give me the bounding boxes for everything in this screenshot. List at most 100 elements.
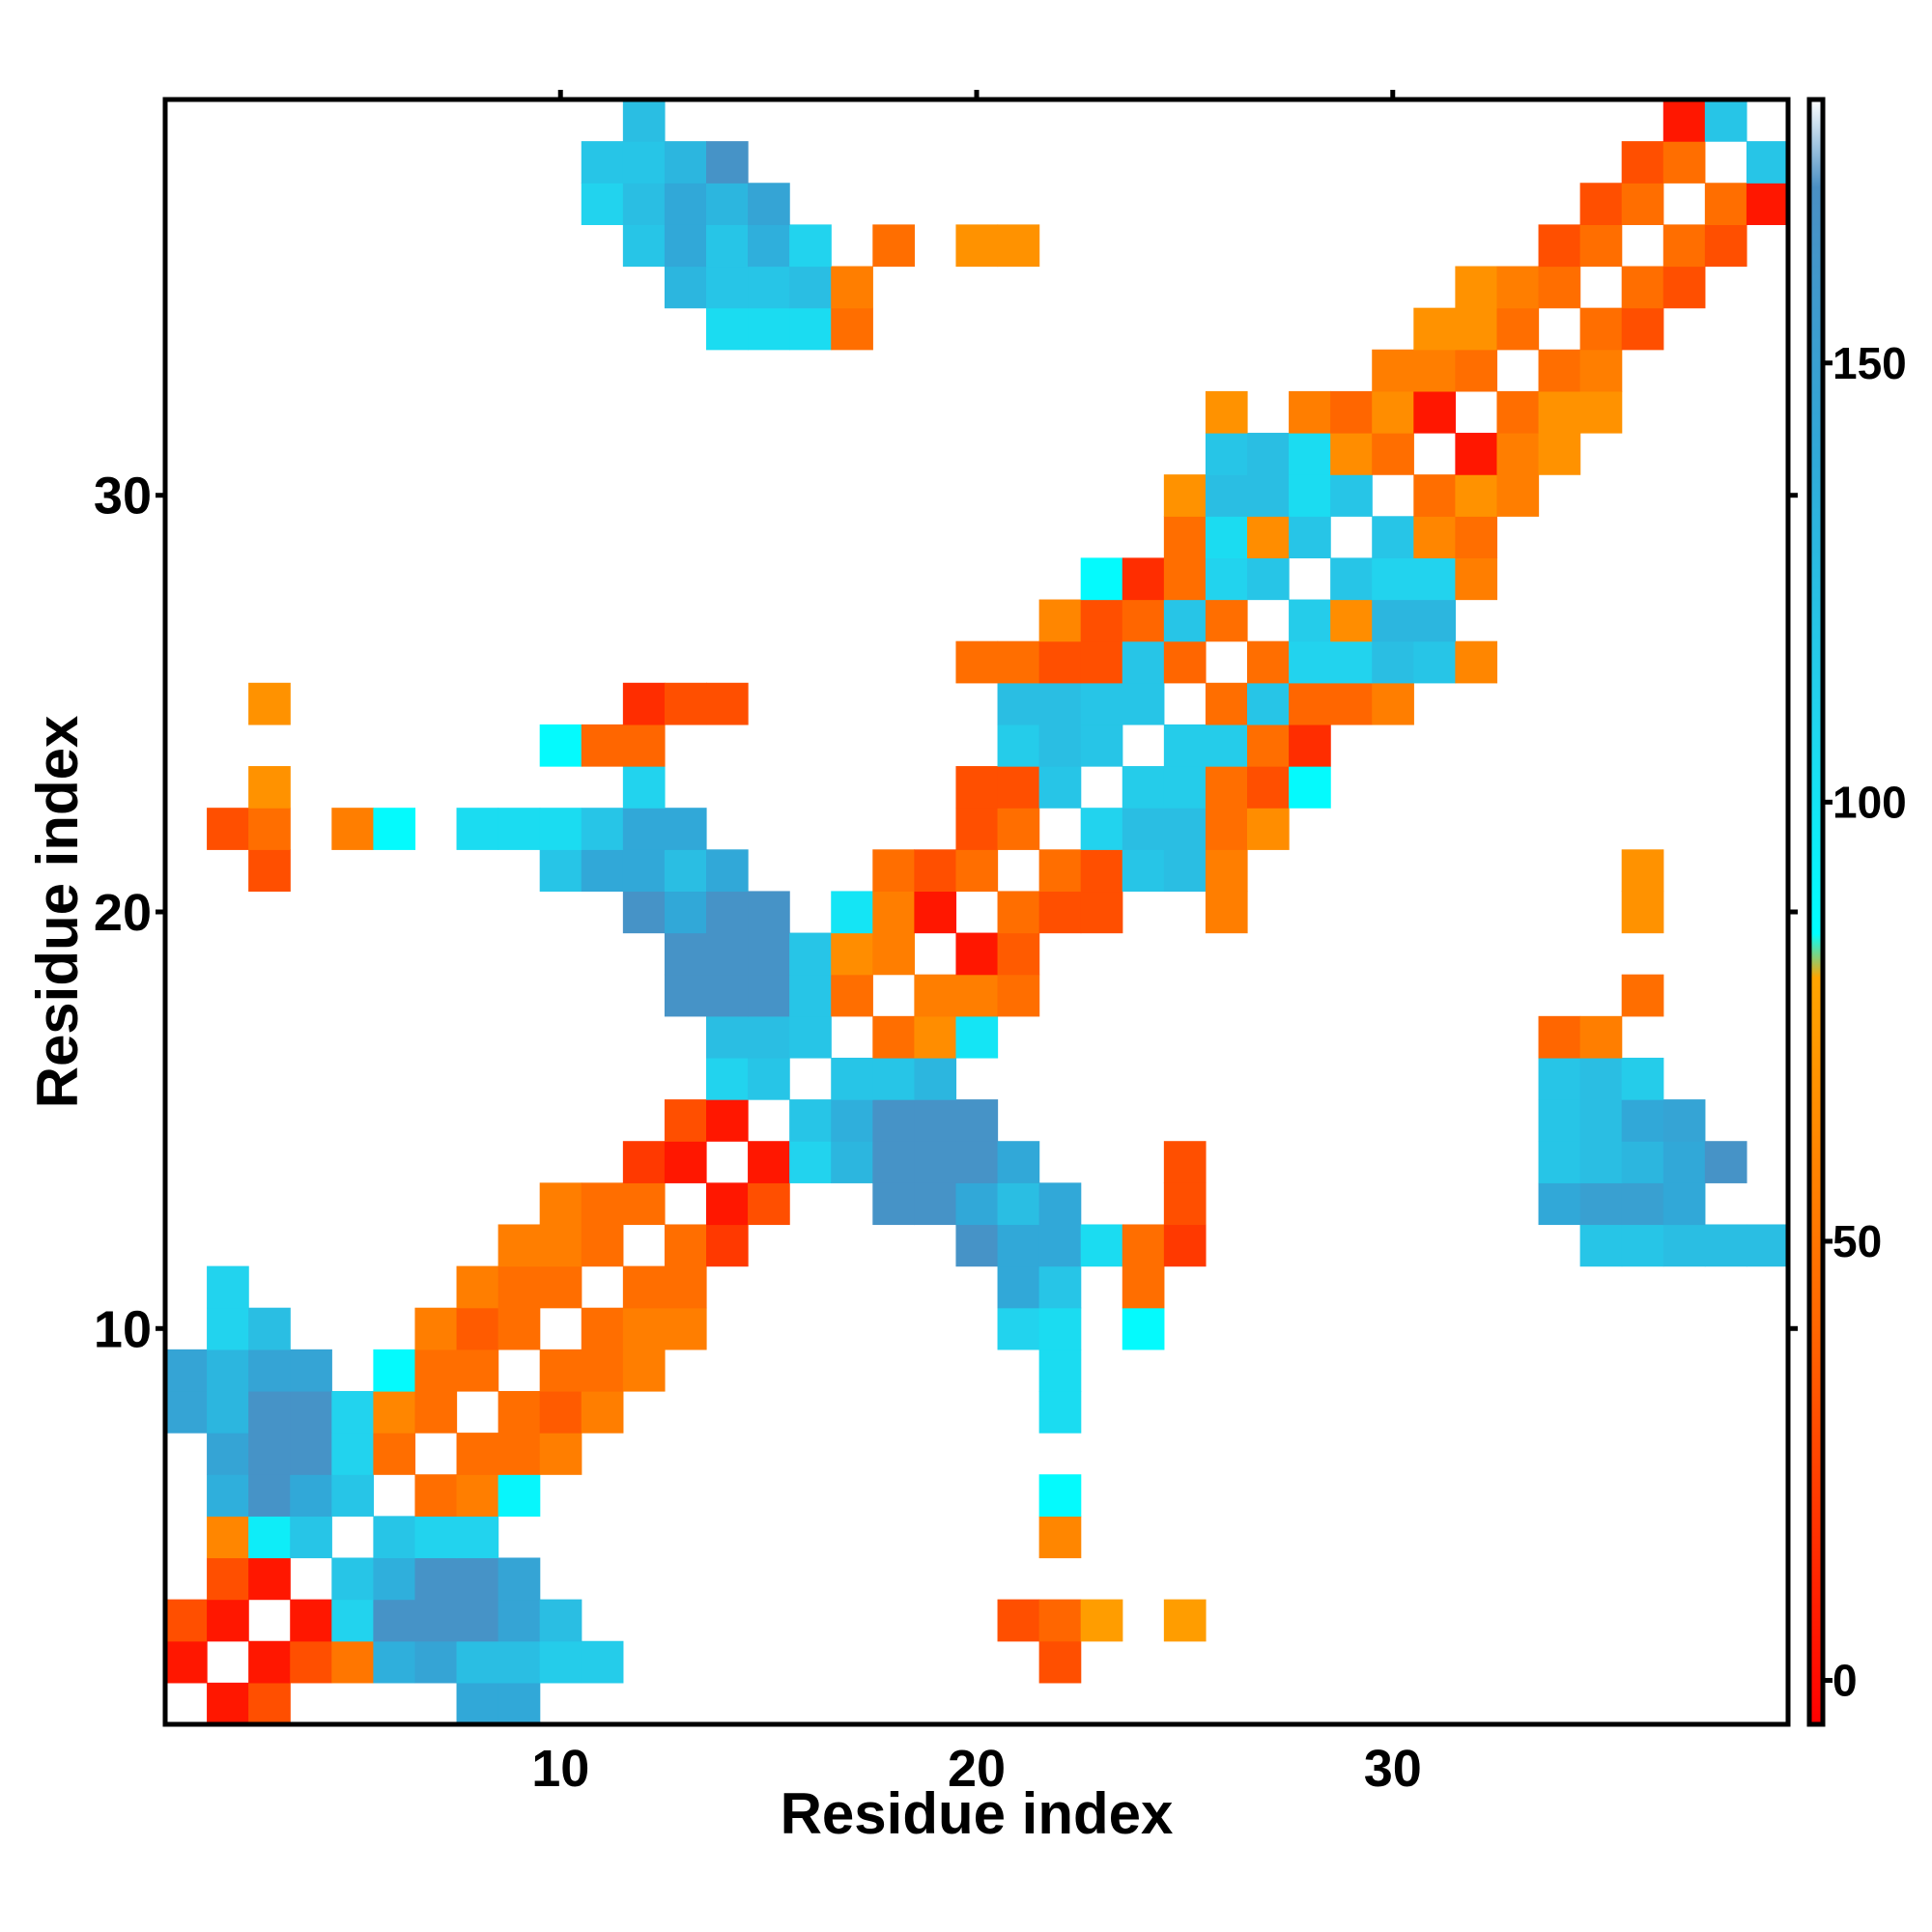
- heatmap-cell: [1579, 224, 1623, 268]
- heatmap-cell: [831, 1099, 873, 1142]
- heatmap-cell: [1704, 99, 1747, 142]
- heatmap-cell: [664, 808, 707, 850]
- heatmap-cell: [1205, 891, 1248, 934]
- heatmap-cell: [1662, 1141, 1706, 1183]
- heatmap-cell: [1080, 1224, 1123, 1267]
- heatmap-cell: [1247, 557, 1290, 601]
- heatmap-cell: [456, 1265, 499, 1309]
- colorbar-gradient: [1811, 99, 1821, 1724]
- heatmap-cell: [872, 1015, 915, 1059]
- heatmap-cell: [414, 1307, 458, 1350]
- heatmap-cell: [789, 1141, 832, 1183]
- heatmap-cell: [955, 766, 999, 809]
- heatmap-cell: [1538, 1099, 1581, 1142]
- heatmap-cell: [831, 266, 873, 309]
- heatmap-cell: [1289, 599, 1331, 642]
- heatmap-cell: [622, 224, 666, 268]
- heatmap-cell: [1579, 1224, 1623, 1267]
- heatmap-cell: [581, 183, 624, 225]
- heatmap-cell: [1038, 766, 1082, 809]
- heatmap-cell: [1538, 266, 1581, 309]
- heatmap-cell: [872, 1057, 915, 1100]
- heatmap-cell: [1621, 1057, 1664, 1100]
- heatmap-cell: [539, 1390, 582, 1434]
- heatmap-cell: [1662, 1099, 1706, 1142]
- heatmap-cell: [1038, 1265, 1082, 1309]
- x-axis-ticks: 10 20 30: [531, 90, 1422, 1798]
- heatmap-cell: [748, 1015, 790, 1059]
- heatmap-cell: [1247, 724, 1290, 767]
- heatmap-cell: [1289, 682, 1331, 725]
- heatmap-cell: [456, 808, 499, 850]
- heatmap-cell: [414, 1557, 458, 1601]
- heatmap-cell: [497, 1557, 541, 1601]
- x-axis-title: Residue index: [781, 1781, 1174, 1846]
- heatmap-cell: [248, 766, 291, 809]
- heatmap-cell: [1746, 183, 1789, 225]
- heatmap-cell: [581, 849, 624, 893]
- heatmap-cell: [664, 1265, 707, 1309]
- heatmap-cell: [997, 1224, 1040, 1267]
- heatmap-cell: [1372, 682, 1414, 725]
- heatmap-cell: [1163, 1224, 1207, 1267]
- heatmap-cell: [706, 1182, 749, 1226]
- heatmap-cell: [997, 1307, 1040, 1350]
- heatmap-cell: [207, 1516, 249, 1559]
- heatmap-cell: [1372, 640, 1414, 684]
- heatmap-cell: [914, 1141, 957, 1183]
- heatmap-cell: [748, 974, 790, 1017]
- heatmap-cell: [748, 891, 790, 934]
- heatmap-cell: [1621, 1141, 1664, 1183]
- heatmap-cell: [789, 224, 832, 268]
- heatmap-cell: [1038, 1474, 1082, 1517]
- heatmap-cell: [1579, 183, 1623, 225]
- heatmap-cell: [748, 266, 790, 309]
- heatmap-cell: [622, 766, 666, 809]
- heatmap-cell: [1205, 474, 1248, 517]
- heatmap-cell: [1579, 349, 1623, 392]
- heatmap-cell: [1163, 1182, 1207, 1226]
- heatmap-cell: [872, 1182, 915, 1226]
- heatmap-cell: [664, 183, 707, 225]
- heatmap-cell: [290, 1433, 332, 1475]
- heatmap-cell: [1538, 433, 1581, 475]
- heatmap-cell: [497, 1682, 541, 1725]
- heatmap-cell: [872, 1099, 915, 1142]
- heatmap-cell: [706, 141, 749, 184]
- heatmap-cell: [1038, 849, 1082, 893]
- heatmap-cell: [706, 1057, 749, 1100]
- heatmap-cell: [581, 141, 624, 184]
- heatmap-cell: [1621, 266, 1664, 309]
- heatmap-cell: [248, 1349, 291, 1392]
- heatmap-cell: [622, 682, 666, 725]
- heatmap-cell: [207, 1599, 249, 1642]
- heatmap-cell: [789, 307, 832, 351]
- heatmap-cell: [456, 1474, 499, 1517]
- heatmap-cell: [414, 1390, 458, 1434]
- heatmap-cell: [1247, 808, 1290, 850]
- heatmap-cell: [1080, 1599, 1123, 1642]
- heatmap-cell: [1163, 474, 1207, 517]
- heatmap-cell: [1455, 433, 1498, 475]
- heatmap-cell: [914, 1057, 957, 1100]
- heatmap-cell: [1289, 474, 1331, 517]
- heatmap-cell: [872, 224, 915, 268]
- heatmap-cell: [331, 1390, 374, 1434]
- heatmap-cell: [997, 1141, 1040, 1183]
- heatmap-cell: [748, 932, 790, 976]
- heatmap-cell: [831, 307, 873, 351]
- heatmap-cell: [539, 808, 582, 850]
- heatmap-cell: [955, 1015, 999, 1059]
- heatmap-cell: [248, 1682, 291, 1725]
- heatmap-cell: [706, 891, 749, 934]
- heatmap-cell: [1038, 1307, 1082, 1350]
- heatmap-cell: [1080, 557, 1123, 601]
- heatmap-cell: [1080, 599, 1123, 642]
- heatmap-cell: [414, 1474, 458, 1517]
- heatmap-cell: [1122, 1307, 1165, 1350]
- heatmap-cell: [664, 224, 707, 268]
- heatmap-cell: [539, 1182, 582, 1226]
- heatmap-cell: [497, 808, 541, 850]
- heatmap-cell: [748, 1057, 790, 1100]
- heatmap-cell: [1579, 1141, 1623, 1183]
